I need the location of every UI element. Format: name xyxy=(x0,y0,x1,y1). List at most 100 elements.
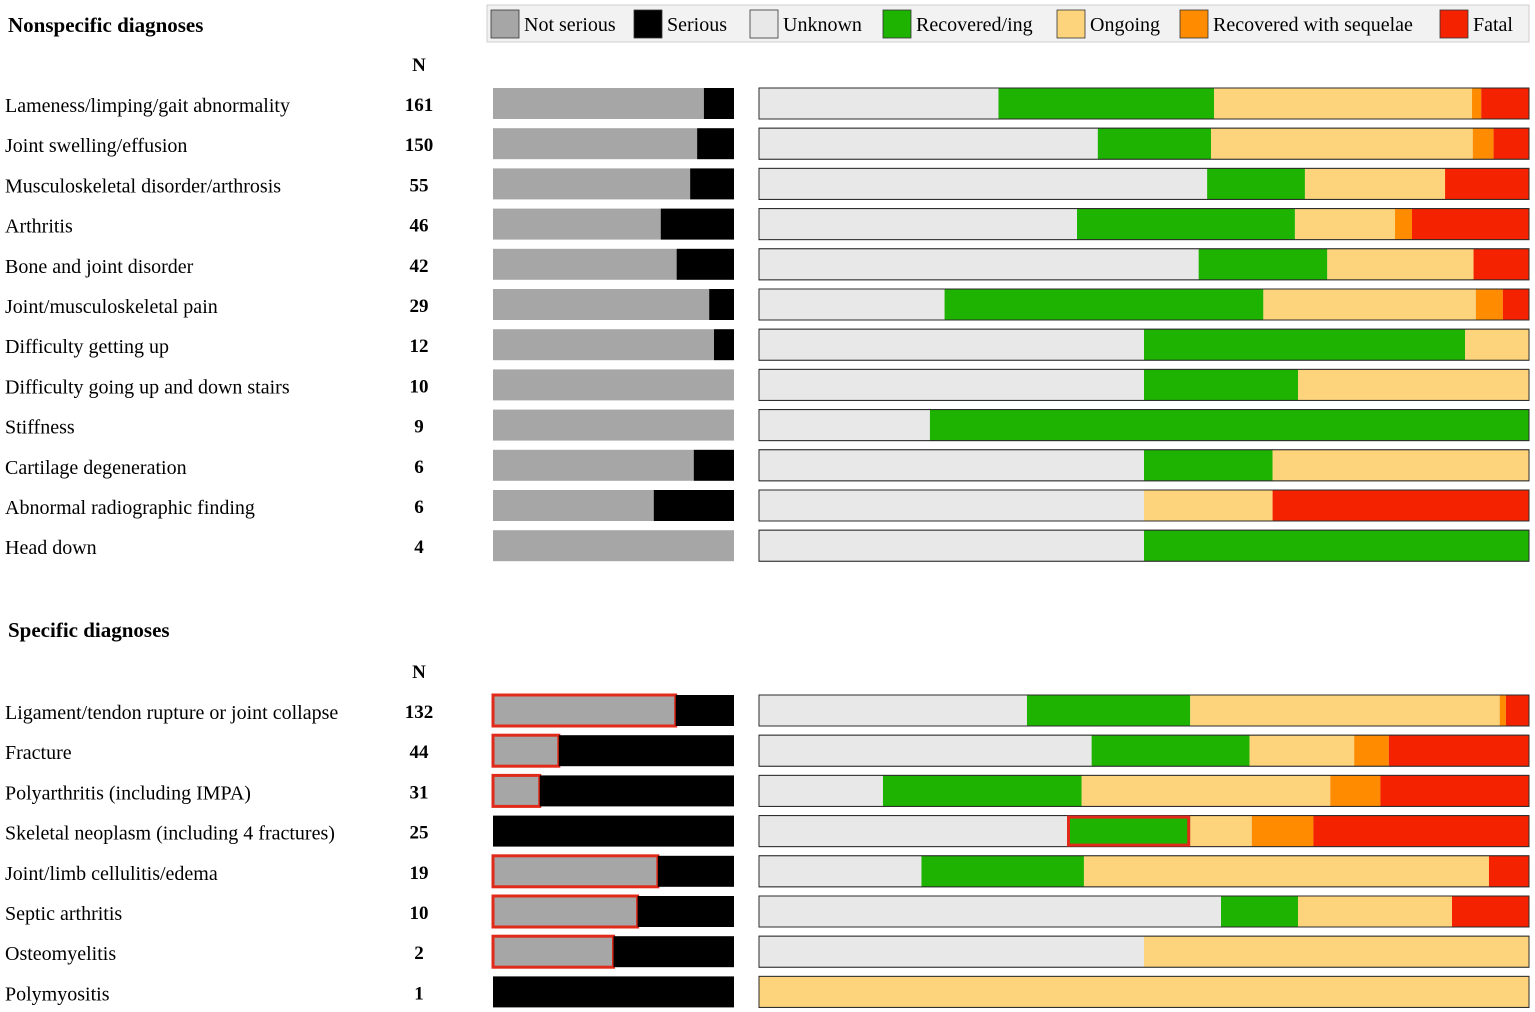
legend-swatch-serious xyxy=(633,9,663,39)
outcome-segment-ongoing xyxy=(1298,369,1529,401)
outcome-segment-recovered xyxy=(1077,208,1295,240)
outcome-segment-fatal xyxy=(1411,208,1529,240)
outcome-segment-unknown xyxy=(759,896,1221,927)
outcome-segment-fatal xyxy=(1313,815,1529,847)
seriousness-segment-not_serious xyxy=(491,934,615,969)
diagnosis-label: Difficulty going up and down stairs xyxy=(5,376,290,398)
diagnosis-count: 55 xyxy=(410,175,429,196)
seriousness-segment-serious xyxy=(493,815,734,847)
outcome-segment-unknown xyxy=(759,88,999,119)
outcome-segment-recovered xyxy=(998,88,1215,119)
seriousness-segment-not_serious xyxy=(491,693,678,728)
diagnosis-label: Joint swelling/effusion xyxy=(5,135,187,157)
outcome-segment-unknown xyxy=(759,248,1199,280)
outcome-segment-unknown xyxy=(759,530,1144,562)
seriousness-segment-not_serious xyxy=(493,208,661,240)
outcome-segment-fatal xyxy=(1473,248,1529,280)
outcome-segment-ongoing xyxy=(1272,449,1529,481)
diagnosis-label: Head down xyxy=(5,537,97,559)
outcome-segment-recovered xyxy=(1091,735,1250,767)
seriousness-segment-not_serious xyxy=(493,88,704,119)
diagnosis-row: Osteomyelitis 2 xyxy=(5,934,1530,969)
seriousness-segment-serious xyxy=(697,128,734,160)
diagnosis-label: Osteomyelitis xyxy=(5,943,116,965)
diagnosis-count: 150 xyxy=(405,135,434,156)
outcome-segment-fatal xyxy=(1493,128,1529,160)
seriousness-segment-not_serious xyxy=(493,168,691,200)
outcome-bar-border xyxy=(758,694,1530,727)
diagnosis-count: 46 xyxy=(410,216,429,237)
seriousness-segment-serious xyxy=(675,695,734,726)
outcome-segment-unknown xyxy=(759,369,1144,401)
legend-label-sequelae: Recovered with sequelae xyxy=(1213,14,1413,36)
outcome-segment-ongoing xyxy=(1210,128,1473,160)
outcome-bar-border xyxy=(758,975,1530,1008)
diagnosis-row: Stiffness 9 xyxy=(5,409,1530,442)
legend-label-unknown: Unknown xyxy=(783,14,862,36)
diagnosis-count: 10 xyxy=(410,376,429,397)
outcome-segment-ongoing xyxy=(1190,815,1252,847)
diagnosis-row: Head down 4 xyxy=(5,529,1530,562)
seriousness-segment-serious xyxy=(709,289,734,320)
diagnosis-row: Difficulty getting up 12 xyxy=(5,328,1530,361)
diagnosis-count: 19 xyxy=(410,863,429,884)
outcome-segment-unknown xyxy=(759,128,1098,160)
outcome-highlight xyxy=(1067,815,1191,847)
outcome-segment-fatal xyxy=(1452,896,1529,927)
legend: Not serious Serious Unknown Recovered/ing On… xyxy=(486,4,1530,43)
n-column-header: N xyxy=(412,662,426,683)
outcome-segment-unknown xyxy=(759,208,1078,240)
seriousness-segment-serious xyxy=(613,936,734,968)
outcome-segment-unknown xyxy=(759,775,883,807)
diagnosis-count: 161 xyxy=(405,95,434,116)
diagnosis-row: Joint/musculoskeletal pain 29 xyxy=(5,288,1530,321)
diagnosis-row: Joint swelling/effusion 150 xyxy=(5,127,1530,160)
seriousness-segment-not_serious xyxy=(493,449,694,481)
seriousness-segment-serious xyxy=(657,855,734,887)
diagnosis-label: Cartilage degeneration xyxy=(5,457,187,479)
diagnosis-count: 44 xyxy=(410,742,430,763)
outcome-bar-border xyxy=(758,409,1530,442)
outcome-segment-unknown xyxy=(759,490,1144,521)
section-title: Specific diagnoses xyxy=(8,618,170,642)
outcome-segment-sequelae xyxy=(1251,815,1314,847)
diagnosis-count: 29 xyxy=(410,296,429,317)
outcome-segment-sequelae xyxy=(1475,289,1503,320)
outcome-segment-recovered xyxy=(882,775,1082,807)
seriousness-segment-not_serious xyxy=(491,894,640,929)
seriousness-segment-not_serious xyxy=(493,128,698,160)
legend-label-recovered: Recovered/ing xyxy=(916,14,1033,36)
outcome-segment-unknown xyxy=(759,815,1067,847)
outcome-segment-ongoing xyxy=(1294,208,1396,240)
outcome-segment-unknown xyxy=(759,735,1092,767)
legend-swatch-fatal xyxy=(1439,9,1469,39)
outcome-segment-unknown xyxy=(759,289,945,320)
seriousness-segment-serious xyxy=(539,775,734,807)
seriousness-segment-not_serious xyxy=(493,490,654,521)
outcome-bar-border xyxy=(758,774,1530,807)
outcome-segment-recovered xyxy=(944,289,1264,320)
outcome-bar-border xyxy=(758,167,1530,200)
outcome-segment-ongoing xyxy=(1214,88,1473,119)
outcome-segment-recovered xyxy=(1144,530,1529,562)
diagnosis-label: Bone and joint disorder xyxy=(5,256,194,278)
outcome-segment-recovered xyxy=(929,409,1529,441)
outcome-segment-recovered xyxy=(921,855,1084,887)
diagnosis-label: Fracture xyxy=(5,742,72,764)
outcome-segment-ongoing xyxy=(1304,168,1446,200)
seriousness-segment-not_serious xyxy=(493,409,734,441)
diagnosis-row: Skeletal neoplasm (including 4 fractures… xyxy=(5,815,1530,848)
diagnosis-count: 42 xyxy=(410,256,429,277)
diagnosis-label: Musculoskeletal disorder/arthrosis xyxy=(5,175,281,197)
outcome-bar-border xyxy=(758,895,1530,928)
diagnosis-row: Ligament/tendon rupture or joint collaps… xyxy=(5,693,1530,728)
legend-swatch-unknown xyxy=(749,9,779,39)
outcome-segment-unknown xyxy=(759,695,1027,726)
diagnosis-row: Polymyositis 1 xyxy=(5,975,1530,1008)
seriousness-segment-serious xyxy=(676,248,734,280)
diagnosis-count: 25 xyxy=(410,823,429,844)
diagnosis-label: Joint/limb cellulitis/edema xyxy=(5,863,218,885)
outcome-segment-fatal xyxy=(1380,775,1529,807)
diagnosis-label: Abnormal radiographic finding xyxy=(5,497,255,519)
